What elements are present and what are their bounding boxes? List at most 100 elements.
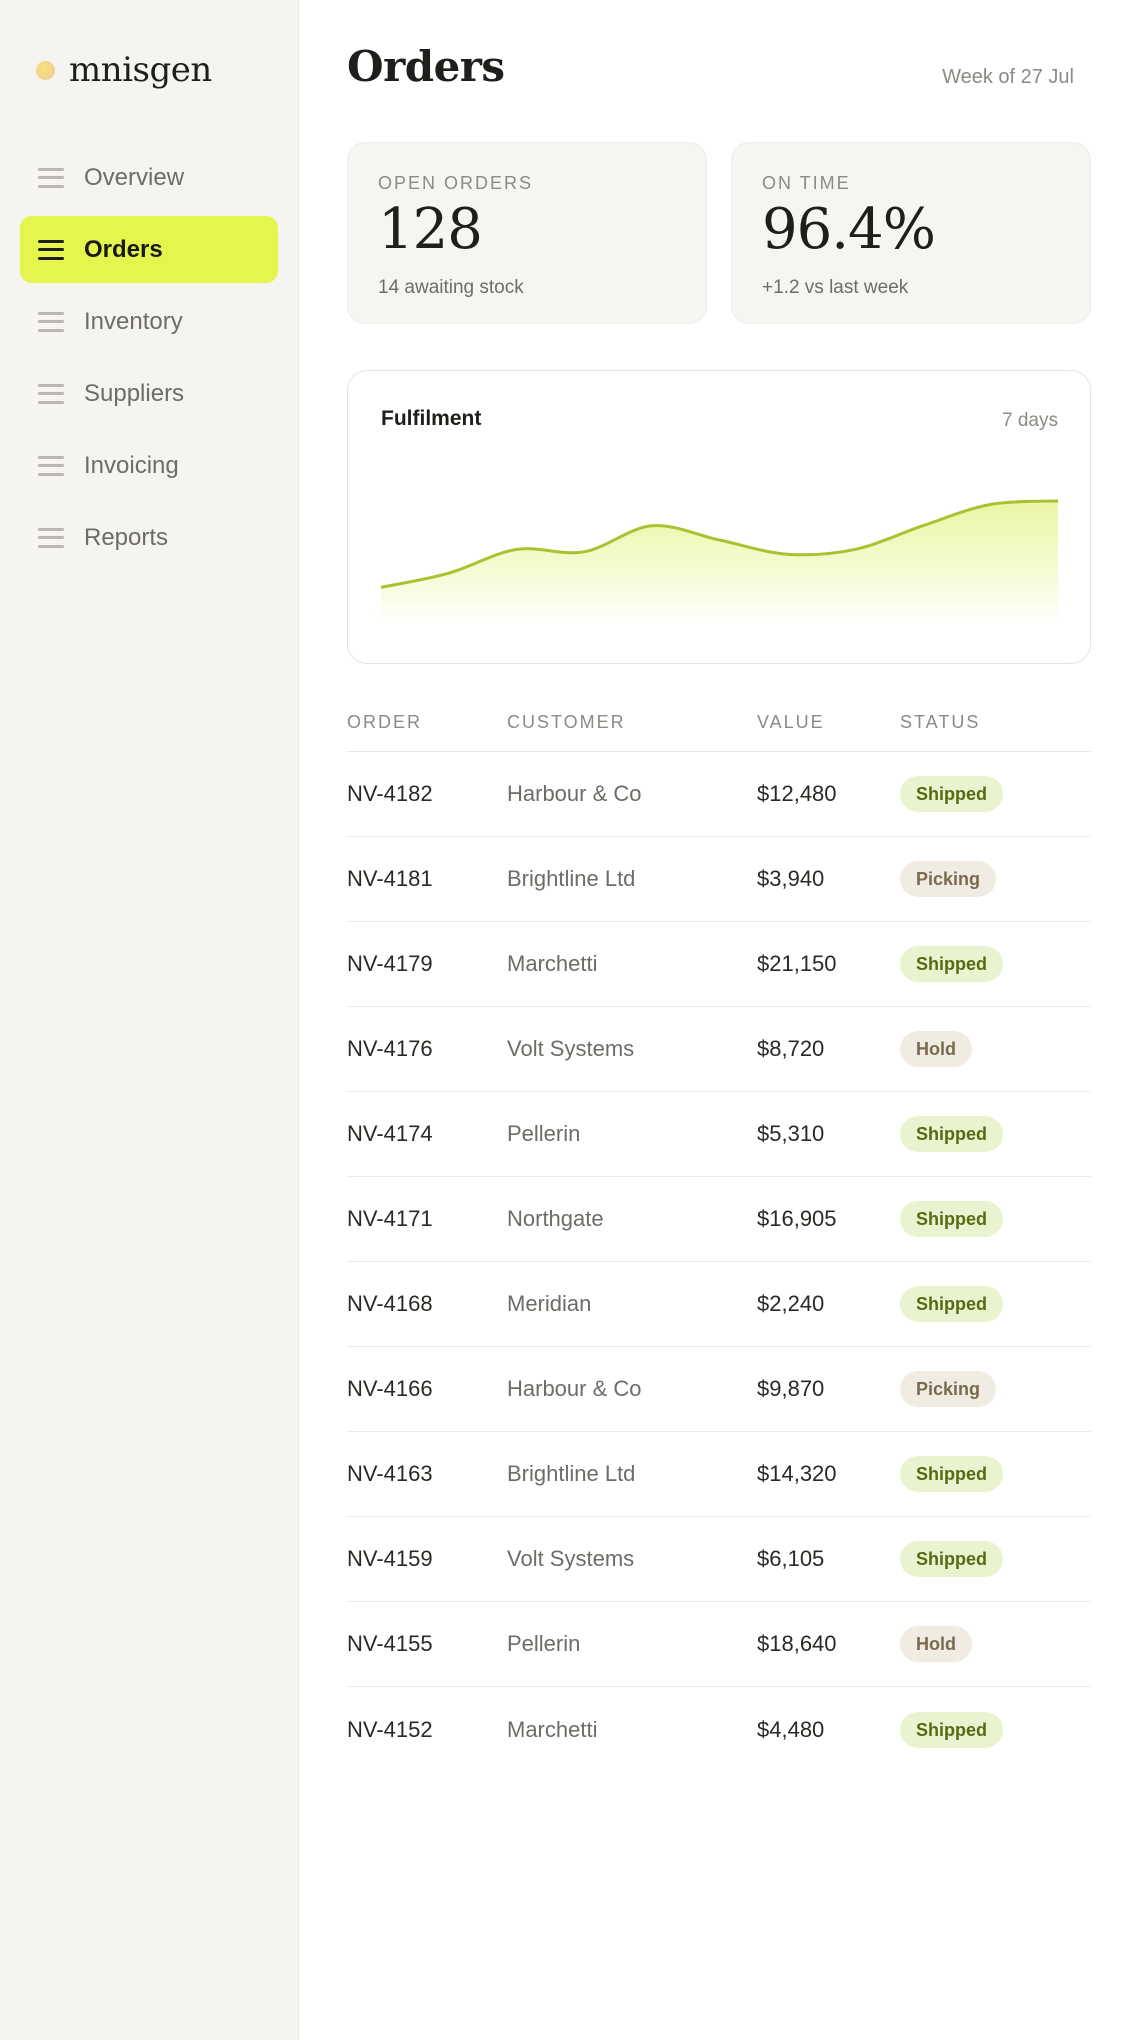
status-badge: Picking [900,1371,997,1407]
sidebar-item-label: Reports [84,523,169,551]
chart-area-fill [381,500,1058,626]
customer-name: Pellerin [507,1121,581,1146]
order-id[interactable]: NV-4166 [347,1376,433,1401]
customer-name: Harbour & Co [507,781,642,806]
fulfilment-area-chart [381,499,1058,626]
sidebar: mnisgen Overview Orders Inventory Suppli… [0,0,299,2040]
table-row[interactable]: NV-4152 Marchetti $4,480 Shipped [347,1687,1091,1772]
table-row[interactable]: NV-4163 Brightline Ltd $14,320 Shipped [347,1432,1091,1517]
column-header-customer[interactable]: CUSTOMER [507,712,626,732]
status-badge: Shipped [900,1116,1003,1152]
order-value: $18,640 [757,1631,837,1656]
kpi-value: 96.4% [762,197,936,262]
table-row[interactable]: NV-4159 Volt Systems $6,105 Shipped [347,1517,1091,1602]
order-id[interactable]: NV-4163 [347,1461,433,1486]
sidebar-item-suppliers[interactable]: Suppliers [20,360,278,427]
column-header-status[interactable]: STATUS [900,712,981,732]
brand[interactable]: mnisgen [36,48,212,92]
status-badge: Picking [900,861,997,897]
order-value: $21,150 [757,951,837,976]
orders-table: ORDER CUSTOMER VALUE STATUS NV-4182 Harbo… [347,694,1091,1772]
table-row[interactable]: NV-4166 Harbour & Co $9,870 Picking [347,1347,1091,1432]
customer-name: Pellerin [507,1631,581,1656]
kpi-subtext: 14 awaiting stock [378,277,524,298]
menu-lines-icon [38,527,64,548]
status-cell: Shipped [900,946,1091,982]
order-value: $4,480 [757,1716,825,1742]
customer-name: Brightline Ltd [507,1461,636,1486]
status-badge: Shipped [900,1201,1003,1237]
menu-lines-icon [38,455,64,476]
sidebar-item-orders[interactable]: Orders [20,216,278,283]
customer-name: Brightline Ltd [507,866,636,891]
status-cell: Shipped [900,1711,1091,1748]
sidebar-item-inventory[interactable]: Inventory [20,288,278,355]
chart-title: Fulfilment [381,407,482,430]
menu-lines-icon [38,383,64,404]
order-value: $5,310 [757,1121,825,1146]
sidebar-item-label: Orders [84,235,163,263]
status-cell: Picking [900,1371,1091,1407]
order-value: $14,320 [757,1461,837,1486]
order-id[interactable]: NV-4174 [347,1121,433,1146]
chart-range: 7 days [1002,410,1058,431]
table-row[interactable]: NV-4174 Pellerin $5,310 Shipped [347,1092,1091,1177]
table-row[interactable]: NV-4176 Volt Systems $8,720 Hold [347,1007,1091,1092]
order-id[interactable]: NV-4168 [347,1291,433,1316]
order-value: $9,870 [757,1376,825,1401]
sidebar-item-invoicing[interactable]: Invoicing [20,432,278,499]
table-row[interactable]: NV-4182 Harbour & Co $12,480 Shipped [347,752,1091,837]
order-id[interactable]: NV-4176 [347,1036,433,1061]
status-badge: Shipped [900,1456,1003,1492]
order-id[interactable]: NV-4152 [347,1716,433,1742]
fulfilment-chart-card: Fulfilment 7 days [347,370,1091,664]
menu-lines-icon [38,311,64,332]
status-cell: Hold [900,1626,1091,1662]
customer-name: Volt Systems [507,1036,635,1061]
sidebar-item-label: Suppliers [84,379,185,407]
order-id[interactable]: NV-4159 [347,1546,433,1571]
column-header-order[interactable]: ORDER [347,712,423,732]
status-cell: Shipped [900,1201,1091,1237]
sidebar-item-label: Invoicing [84,451,179,479]
order-id[interactable]: NV-4181 [347,866,433,891]
order-id[interactable]: NV-4171 [347,1206,433,1231]
status-badge: Shipped [900,1711,1003,1748]
status-cell: Hold [900,1031,1091,1067]
kpi-label: ON TIME [762,173,851,193]
table-row[interactable]: NV-4168 Meridian $2,240 Shipped [347,1262,1091,1347]
status-badge: Shipped [900,946,1003,982]
week-label: Week of 27 Jul [942,66,1074,88]
sidebar-item-label: Overview [84,163,185,191]
sidebar-item-reports[interactable]: Reports [20,504,278,571]
kpi-subtext: +1.2 vs last week [762,277,909,298]
sidebar-item-label: Inventory [84,307,183,335]
status-badge: Shipped [900,776,1003,812]
kpi-value: 128 [378,197,483,262]
order-value: $2,240 [757,1291,825,1316]
status-cell: Shipped [900,1116,1091,1152]
brand-name: mnisgen [69,50,212,90]
brand-dot-icon [36,60,55,80]
customer-name: Harbour & Co [507,1376,642,1401]
status-badge: Shipped [900,1541,1003,1577]
sidebar-item-overview[interactable]: Overview [20,144,278,211]
column-header-value[interactable]: VALUE [757,712,825,732]
table-row[interactable]: NV-4171 Northgate $16,905 Shipped [347,1177,1091,1262]
status-cell: Shipped [900,1286,1091,1322]
table-row[interactable]: NV-4181 Brightline Ltd $3,940 Picking [347,837,1091,922]
kpi-label: OPEN ORDERS [378,173,534,193]
customer-name: Marchetti [507,1716,598,1742]
kpi-open-orders: OPEN ORDERS 128 14 awaiting stock [347,142,707,324]
order-id[interactable]: NV-4182 [347,781,433,806]
menu-lines-icon [38,167,64,188]
order-id[interactable]: NV-4155 [347,1631,433,1656]
order-id[interactable]: NV-4179 [347,951,433,976]
menu-lines-icon [38,239,64,260]
kpi-on-time: ON TIME 96.4% +1.2 vs last week [731,142,1091,324]
customer-name: Volt Systems [507,1546,635,1571]
table-row[interactable]: NV-4179 Marchetti $21,150 Shipped [347,922,1091,1007]
table-row[interactable]: NV-4155 Pellerin $18,640 Hold [347,1602,1091,1687]
status-badge: Hold [900,1031,972,1067]
